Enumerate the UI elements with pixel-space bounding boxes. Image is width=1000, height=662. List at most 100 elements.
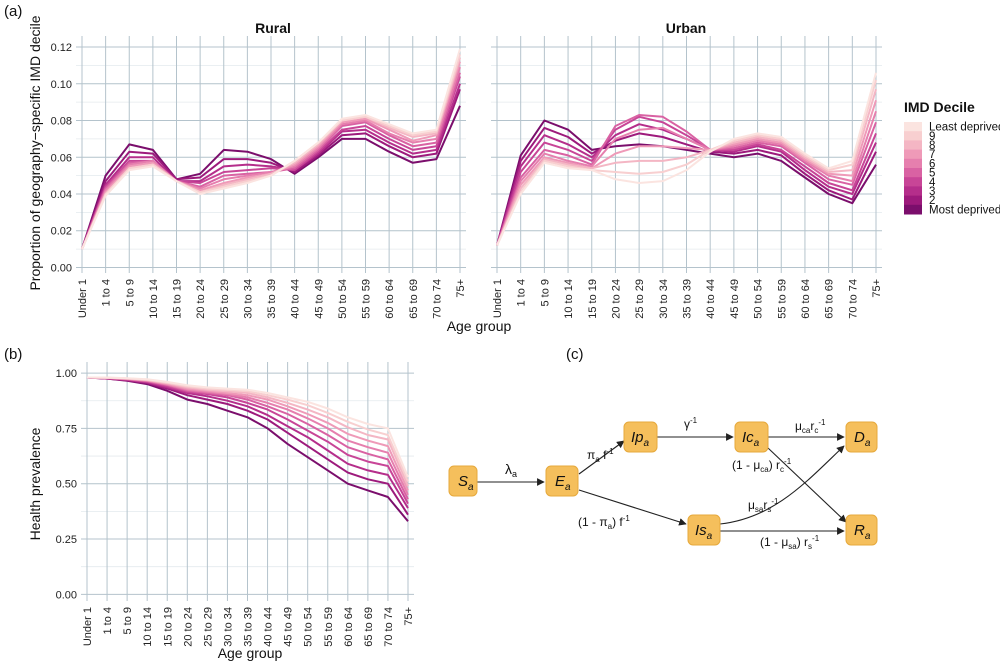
legend-swatch [904, 204, 922, 215]
rural-y-tick-label: 0.00 [51, 262, 72, 274]
label-is-d: μsars-1 [748, 497, 779, 514]
label-e-ip: πa f-1 [587, 447, 614, 464]
node-r: Ra [845, 514, 878, 546]
urban-series-line [496, 126, 877, 246]
health-x-tick-label: 10 to 14 [142, 607, 154, 647]
svg-text:Ica: Ica [742, 429, 760, 449]
legend-swatch [904, 168, 922, 178]
rural-y-tick-label: 0.06 [51, 152, 72, 164]
rural-y-tick-label: 0.04 [51, 189, 72, 201]
urban-x-tick-label: 30 to 34 [658, 279, 670, 319]
rural-x-tick-label: 1 to 4 [101, 279, 113, 307]
label-s-e: λa [505, 461, 517, 479]
panel-a-x-axis-title: Age group [447, 318, 512, 334]
rural-x-tick-label: 15 to 19 [172, 279, 184, 319]
edge-is-to-d [719, 445, 845, 525]
legend-swatch [904, 177, 922, 187]
urban-series-line [496, 110, 877, 246]
urban-series-line [496, 72, 877, 246]
svg-text:Ipa: Ipa [631, 429, 650, 449]
legend-swatch [904, 158, 922, 169]
urban-x-tick-label: 5 to 9 [539, 279, 551, 307]
health-x-tick-label: 55 to 59 [323, 607, 335, 647]
urban-x-tick-label: 35 to 39 [682, 279, 694, 319]
legend-label: 6 [929, 158, 935, 170]
rural-x-tick-label: 60 to 64 [384, 279, 396, 319]
health-x-tick-label: 30 to 34 [222, 607, 234, 647]
health-y-tick-label: 0.75 [56, 423, 77, 435]
health-x-tick-label: 5 to 9 [122, 607, 134, 635]
rural-y-tick-label: 0.10 [51, 79, 72, 91]
legend-label: 3 [929, 186, 935, 198]
health-y-tick-label: 1.00 [56, 368, 77, 380]
rural-series-line [81, 66, 461, 250]
rural-series-line [81, 88, 461, 250]
urban-x-tick-label: 65 to 69 [824, 279, 836, 319]
node-e: Ea [545, 465, 579, 497]
health-x-tick-label: 65 to 69 [363, 607, 375, 647]
rural-x-tick-label: 45 to 49 [313, 279, 325, 319]
health-x-tick-label: 20 to 24 [182, 607, 194, 647]
svg-text:Sa: Sa [458, 473, 474, 493]
health-x-tick-label: 1 to 4 [102, 607, 114, 635]
urban-x-tick-label: 40 to 44 [705, 279, 717, 319]
svg-text:Ra: Ra [854, 522, 871, 542]
rural-x-tick-label: 40 to 44 [290, 279, 302, 319]
health-y-tick-label: 0.50 [56, 479, 77, 491]
legend-label: 5 [929, 168, 935, 180]
rural-x-tick-label: 30 to 34 [242, 279, 254, 319]
panel-label-c: (c) [566, 346, 584, 363]
legend-label: Least deprived [929, 122, 1000, 134]
urban-x-tick-label: 20 to 24 [610, 279, 622, 319]
health-x-tick-label: 45 to 49 [283, 607, 295, 647]
rural-y-tick-label: 0.02 [51, 226, 72, 238]
urban-x-tick-label: 60 to 64 [800, 279, 812, 319]
label-ip-ic: γ-1 [684, 416, 698, 431]
svg-text:Isa: Isa [695, 522, 713, 542]
health-x-tick-label: 50 to 54 [303, 607, 315, 647]
urban-x-tick-label: 10 to 14 [563, 279, 575, 319]
rural-x-tick-label: Under 1 [77, 279, 89, 318]
node-is: Isa [687, 514, 721, 546]
legend-label: 2 [929, 195, 935, 207]
panel-a-y-axis-title: Proportion of geography−specific IMD dec… [27, 15, 43, 290]
health-x-tick-label: 25 to 29 [202, 607, 214, 647]
legend-swatch [904, 186, 922, 197]
node-ip: Ipa [623, 421, 658, 453]
urban-series-line [496, 99, 877, 246]
urban-x-tick-label: 1 to 4 [516, 279, 528, 307]
facet-title-urban: Urban [666, 20, 706, 36]
edge-e-to-is [578, 489, 687, 526]
health-x-tick-label: Under 1 [82, 607, 94, 646]
rural-x-tick-label: 25 to 29 [219, 279, 231, 319]
urban-series-line [496, 89, 877, 246]
edge-e-to-ip [578, 440, 625, 475]
urban-series-line [496, 114, 877, 246]
health-x-tick-label: 40 to 44 [263, 607, 275, 647]
health-x-tick-label: 70 to 74 [383, 607, 395, 647]
panel-label-b: (b) [4, 346, 22, 363]
legend-swatch [904, 122, 922, 132]
label-ic-r: (1 - μca) rc-1 [732, 457, 792, 474]
node-ic: Ica [734, 421, 769, 453]
rural-x-tick-label: 5 to 9 [124, 279, 136, 307]
panel-label-a: (a) [4, 3, 22, 20]
health-y-tick-label: 0.00 [56, 589, 77, 601]
health-series-line [87, 376, 409, 478]
rural-series-line [81, 83, 461, 250]
health-x-tick-label: 35 to 39 [243, 607, 255, 647]
svg-text:Da: Da [854, 429, 871, 449]
legend-swatch [904, 149, 922, 160]
urban-x-tick-label: 55 to 59 [776, 279, 788, 319]
legend-swatch [904, 131, 922, 141]
label-is-r: (1 - μsa) rs-1 [760, 534, 820, 551]
rural-x-tick-label: 50 to 54 [337, 279, 349, 319]
rural-x-tick-label: 75+ [455, 279, 467, 298]
legend-title: IMD Decile [904, 99, 975, 115]
urban-x-tick-label: Under 1 [492, 279, 504, 318]
rural-x-tick-label: 55 to 59 [361, 279, 373, 319]
urban-x-tick-label: 25 to 29 [634, 279, 646, 319]
urban-x-tick-label: 15 to 19 [587, 279, 599, 319]
